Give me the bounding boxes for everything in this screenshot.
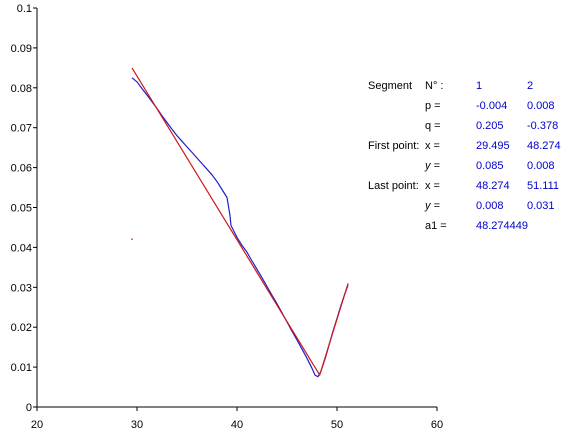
row-v2: 51.111 — [527, 180, 559, 192]
x-tick-label: 50 — [331, 419, 343, 431]
segment-label: Segment — [368, 80, 412, 92]
y-ticks: 0 0.01 0.02 0.03 0.04 0.05 0.06 0.07 0.08 0.09 0.1 — [11, 3, 37, 414]
row-sym: q = — [425, 120, 441, 132]
row-v2: -0.378 — [527, 120, 558, 132]
row-v1: 48.274449 — [476, 220, 528, 232]
y-tick-label: 0.03 — [11, 282, 32, 294]
segment-table: Segment N° : 1 2 p = -0.004 0.008 q = 0.… — [368, 80, 561, 232]
y-tick-label: 0.02 — [11, 322, 32, 334]
row-v2: 0.008 — [527, 100, 555, 112]
x-tick-label: 40 — [231, 419, 243, 431]
row-sym: p = — [425, 100, 441, 112]
y-tick-label: 0.07 — [11, 123, 32, 135]
row-sym: a1 = — [425, 220, 447, 232]
stray-point — [131, 238, 133, 240]
row-sym: y = — [424, 160, 441, 172]
row-v2: 0.008 — [527, 160, 555, 172]
n-label: N° : — [425, 80, 443, 92]
row-sym: y = — [424, 200, 441, 212]
row-sym: x = — [425, 140, 440, 152]
row-label: Last point: — [368, 180, 419, 192]
y-tick-label: 0.1 — [17, 3, 32, 15]
x-tick-label: 60 — [431, 419, 443, 431]
y-tick-label: 0.08 — [11, 83, 32, 95]
y-tick-label: 0.06 — [11, 163, 32, 175]
segment-number-1: 1 — [476, 80, 482, 92]
row-sym: x = — [425, 180, 440, 192]
axes — [36, 8, 437, 408]
row-v1: -0.004 — [476, 100, 507, 112]
y-tick-label: 0.01 — [11, 362, 32, 374]
x-tick-label: 20 — [31, 419, 43, 431]
row-v1: 0.205 — [476, 120, 504, 132]
series-layer — [131, 67, 349, 378]
fitted-segments-line — [131, 67, 349, 376]
y-tick-label: 0.09 — [11, 43, 32, 55]
row-v1: 48.274 — [476, 180, 510, 192]
row-v2: 48.274 — [527, 140, 561, 152]
row-v1: 0.008 — [476, 200, 504, 212]
x-tick-label: 30 — [131, 419, 143, 431]
row-v1: 0.085 — [476, 160, 504, 172]
y-tick-label: 0.04 — [11, 242, 32, 254]
y-tick-label: 0.05 — [11, 203, 32, 215]
y-tick-label: 0 — [26, 402, 32, 414]
row-v1: 29.495 — [476, 140, 510, 152]
row-v2: 0.031 — [527, 200, 555, 212]
x-ticks: 20 30 40 50 60 — [31, 407, 443, 431]
segment-number-2: 2 — [527, 80, 533, 92]
row-label: First point: — [368, 140, 419, 152]
data-series-line — [131, 77, 349, 378]
